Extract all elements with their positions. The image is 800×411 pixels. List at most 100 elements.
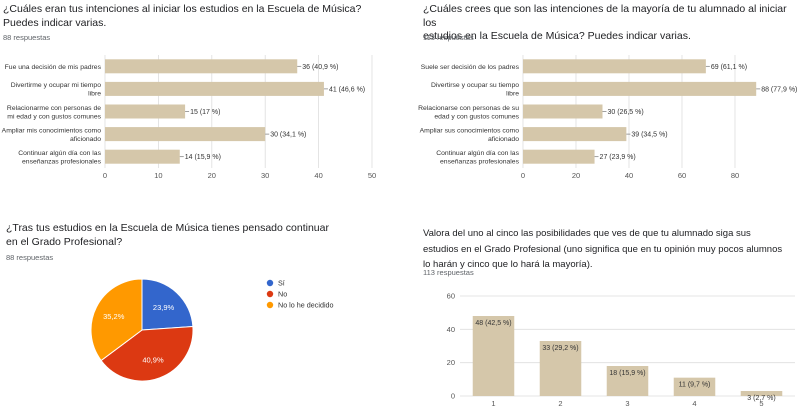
chart4-xtick-2: 3 bbox=[625, 399, 629, 408]
chart1-bar-3 bbox=[105, 127, 266, 142]
chart4-xtick-1: 2 bbox=[558, 399, 562, 408]
chart2-data-label-4: 27 (23,9 %) bbox=[600, 154, 636, 161]
pie-slice-label-2: 35,2% bbox=[103, 312, 125, 321]
chart1-category-label-2-1: mi edad y con gustos comunes bbox=[7, 113, 101, 120]
chart2-data-label-0: 69 (61,1 %) bbox=[711, 64, 747, 71]
chart2-bar-2 bbox=[523, 104, 603, 119]
chart2-title: ¿Cuáles crees que son las intenciones de… bbox=[423, 3, 793, 44]
chart2-xtick-4: 80 bbox=[731, 171, 739, 180]
chart1-category-label-4-0: Continuar algún día con las bbox=[18, 150, 101, 157]
chart3-title-line2: en el Grado Profesional? bbox=[6, 235, 123, 248]
chart4-xtick-4: 5 bbox=[759, 399, 763, 408]
chart2-data-label-2: 30 (26,5 %) bbox=[608, 109, 644, 116]
chart2-data-label-3: 39 (34,5 %) bbox=[631, 132, 667, 139]
chart3-title-line1: ¿Tras tus estudios en la Escuela de Músi… bbox=[6, 222, 329, 234]
chart4-title-line3: lo harán y cinco que lo hará la mayoría)… bbox=[423, 259, 593, 270]
chart2-bar-3 bbox=[523, 127, 627, 142]
pie-legend-label-1: No bbox=[278, 290, 287, 299]
chart1-category-label-4-1: enseñanzas profesionales bbox=[22, 158, 102, 165]
chart1-category-label-3-1: aficionado bbox=[70, 136, 101, 143]
pie-legend-label-2: No lo he decidido bbox=[278, 301, 334, 310]
chart2-title-line2: estudios en la Escuela de Música? Puedes… bbox=[423, 30, 691, 42]
chart2-xtick-3: 60 bbox=[678, 171, 686, 180]
chart1-data-label-0: 36 (40,9 %) bbox=[302, 64, 338, 71]
chart1-bar-4 bbox=[105, 149, 180, 164]
chart1-bar-0 bbox=[105, 59, 298, 74]
chart1-data-label-3: 30 (34,1 %) bbox=[270, 132, 306, 139]
chart2-bar-4 bbox=[523, 149, 595, 164]
chart4-data-label-3: 11 (9,7 %) bbox=[679, 382, 711, 389]
pie-legend-label-0: Sí bbox=[278, 279, 285, 288]
chart1-response-count: 88 respuestas bbox=[3, 33, 51, 42]
chart4-bar-4 bbox=[740, 391, 783, 396]
chart1-category-label-1-1: libre bbox=[88, 91, 101, 98]
pie-slice-label-1: 40,9% bbox=[142, 356, 164, 365]
chart1-title: ¿Cuáles eran tus intenciones al iniciar … bbox=[3, 3, 393, 30]
chart2-xtick-1: 20 bbox=[572, 171, 580, 180]
chart3-title: ¿Tras tus estudios en la Escuela de Músi… bbox=[6, 222, 386, 249]
chart2-category-label-2-1: edad y con gustos comunes bbox=[434, 113, 519, 120]
chart4-xtick-3: 4 bbox=[692, 399, 696, 408]
chart1-category-label-0-0: Fue una decisión de mis padres bbox=[5, 64, 102, 71]
chart2-category-label-3-1: aficionado bbox=[488, 136, 519, 143]
chart4-ytick-0: 0 bbox=[451, 392, 455, 401]
chart2-bar-1 bbox=[523, 81, 757, 96]
chart4-ytick-1: 20 bbox=[447, 358, 455, 367]
chart1-xtick-4: 40 bbox=[314, 171, 322, 180]
chart2-category-label-0-0: Suele ser decisión de los padres bbox=[421, 64, 520, 71]
chart1-data-label-4: 14 (15,9 %) bbox=[185, 154, 221, 161]
chart2-response-count: 113 respuestas bbox=[423, 33, 474, 42]
pie-slice-label-0: 23,9% bbox=[153, 303, 175, 312]
chart3-response-count: 88 respuestas bbox=[6, 253, 54, 262]
chart4-data-label-2: 18 (15,9 %) bbox=[609, 370, 645, 377]
chart4-data-label-4: 3 (2,7 %) bbox=[747, 395, 775, 402]
chart4-bar-3 bbox=[673, 377, 716, 396]
chart2-category-label-4-1: enseñanzas profesionales bbox=[440, 158, 520, 165]
chart1-xtick-3: 30 bbox=[261, 171, 269, 180]
chart4-bar-2 bbox=[606, 366, 649, 396]
chart2-bar-0 bbox=[523, 59, 706, 74]
chart4-data-label-1: 33 (29,2 %) bbox=[542, 345, 578, 352]
chart4-data-label-0: 48 (42,5 %) bbox=[475, 320, 511, 327]
chart4-ytick-2: 40 bbox=[447, 325, 455, 334]
chart4-title-line1: Valora del uno al cinco las posibilidade… bbox=[423, 228, 751, 239]
chart4-title-line2: estudios en el Grado Profesional (uno si… bbox=[423, 243, 783, 255]
chart1-category-label-3-0: Ampliar mis conocimientos como bbox=[2, 127, 102, 134]
chart1-title-line1: ¿Cuáles eran tus intenciones al iniciar … bbox=[3, 3, 362, 15]
chart2-category-label-1-1: libre bbox=[506, 91, 519, 98]
chart4-xtick-0: 1 bbox=[491, 399, 495, 408]
chart2-data-label-1: 88 (77,9 %) bbox=[761, 86, 797, 93]
chart1-xtick-2: 20 bbox=[208, 171, 216, 180]
chart1-xtick-5: 50 bbox=[368, 171, 376, 180]
chart4-ytick-3: 60 bbox=[447, 292, 455, 301]
chart1-data-label-1: 41 (46,6 %) bbox=[329, 86, 365, 93]
pie-legend-swatch-0 bbox=[266, 279, 274, 287]
chart2-category-label-1-0: Divertirse y ocupar su tiempo bbox=[431, 82, 519, 89]
chart2-title-line1: ¿Cuáles crees que son las intenciones de… bbox=[423, 3, 787, 29]
chart2-xtick-2: 40 bbox=[625, 171, 633, 180]
chart1-bar-1 bbox=[105, 81, 324, 96]
pie-legend-swatch-1 bbox=[266, 290, 274, 298]
chart1-category-label-1-0: Divertirme y ocupar mi tiempo bbox=[11, 82, 101, 89]
chart2-category-label-2-0: Relacionarse con personas de su bbox=[418, 105, 519, 112]
pie-legend-swatch-2 bbox=[266, 301, 274, 309]
pie-slice-2 bbox=[90, 278, 143, 362]
chart2-xtick-0: 0 bbox=[521, 171, 525, 180]
chart2-category-label-4-0: Continuar algún día con las bbox=[436, 150, 519, 157]
chart1-xtick-0: 0 bbox=[103, 171, 107, 180]
chart1-bar-2 bbox=[105, 104, 186, 119]
pie-slice-0 bbox=[141, 278, 194, 331]
chart4-bar-0 bbox=[472, 316, 515, 396]
chart1-xtick-1: 10 bbox=[154, 171, 162, 180]
chart4-bar-1 bbox=[539, 341, 582, 396]
chart1-title-line2: Puedes indicar varias. bbox=[3, 16, 107, 29]
chart4-response-count: 113 respuestas bbox=[423, 268, 474, 277]
chart2-category-label-3-0: Ampliar sus conocimientos como bbox=[420, 127, 520, 134]
chart4-title: Valora del uno al cinco las posibilidade… bbox=[423, 226, 793, 273]
chart1-category-label-2-0: Relacionarme con personas de bbox=[7, 105, 101, 112]
pie-slice-1 bbox=[100, 325, 194, 382]
